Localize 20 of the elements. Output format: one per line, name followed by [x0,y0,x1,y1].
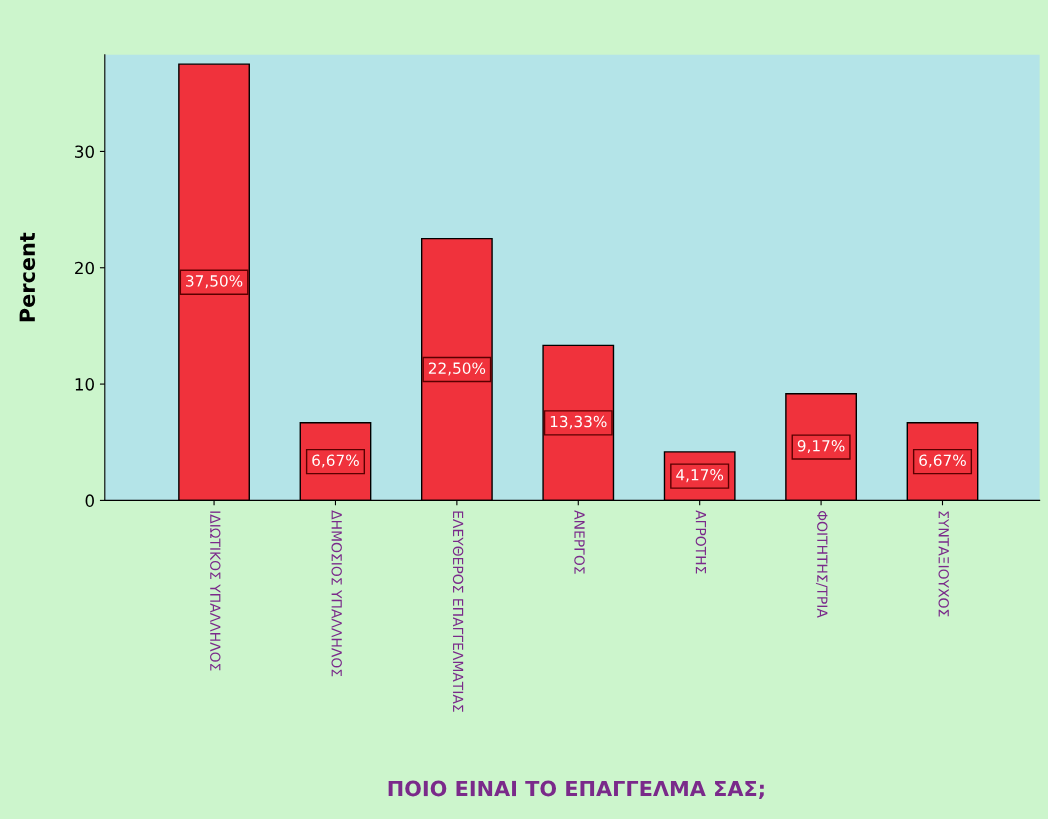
x-tick-label: ΑΓΡΟΤΗΣ [695,510,707,574]
y-axis-title: Percent [19,232,36,322]
data-label: 9,17% [797,439,845,454]
x-tick-label: ΔΗΜΟΣΙΟΣ ΥΠΑΛΛΗΛΟΣ [331,510,342,677]
x-tick-label: ΦΟΙΤΗΤΗΣ/ΤΡΙΑ [815,510,828,618]
data-label: 4,17% [676,469,724,483]
y-tick-label: 20 [75,261,94,275]
x-tick-label: ΕΛΕΥΘΕΡΟΣ ΕΠΑΓΓΕΛΜΑΤΙΑΣ [452,511,464,712]
data-label: 13,33% [550,415,607,429]
x-tick-label: ΑΝΕΡΓΟΣ [574,510,585,574]
x-axis-title: ΠΟΙΟ ΕΙΝΑΙ ΤΟ ΕΠΑΓΓΕΛΜΑ ΣΑΣ; [388,780,764,800]
y-tick-label: 10 [75,378,94,391]
x-tick-label: ΣΥΝΤΑΞΙΟΥΧΟΣ [938,511,949,617]
data-label: 22,50% [428,362,486,376]
data-label: 37,50% [186,275,243,289]
data-label: 6,67% [312,454,359,468]
x-tick-label: ΙΔΙΩΤΙΚΟΣ ΥΠΑΛΛΗΛΟΣ [210,511,221,671]
y-tick-label: 30 [75,145,94,158]
y-tick-label: 0 [85,494,94,507]
data-label: 6,67% [919,454,966,468]
